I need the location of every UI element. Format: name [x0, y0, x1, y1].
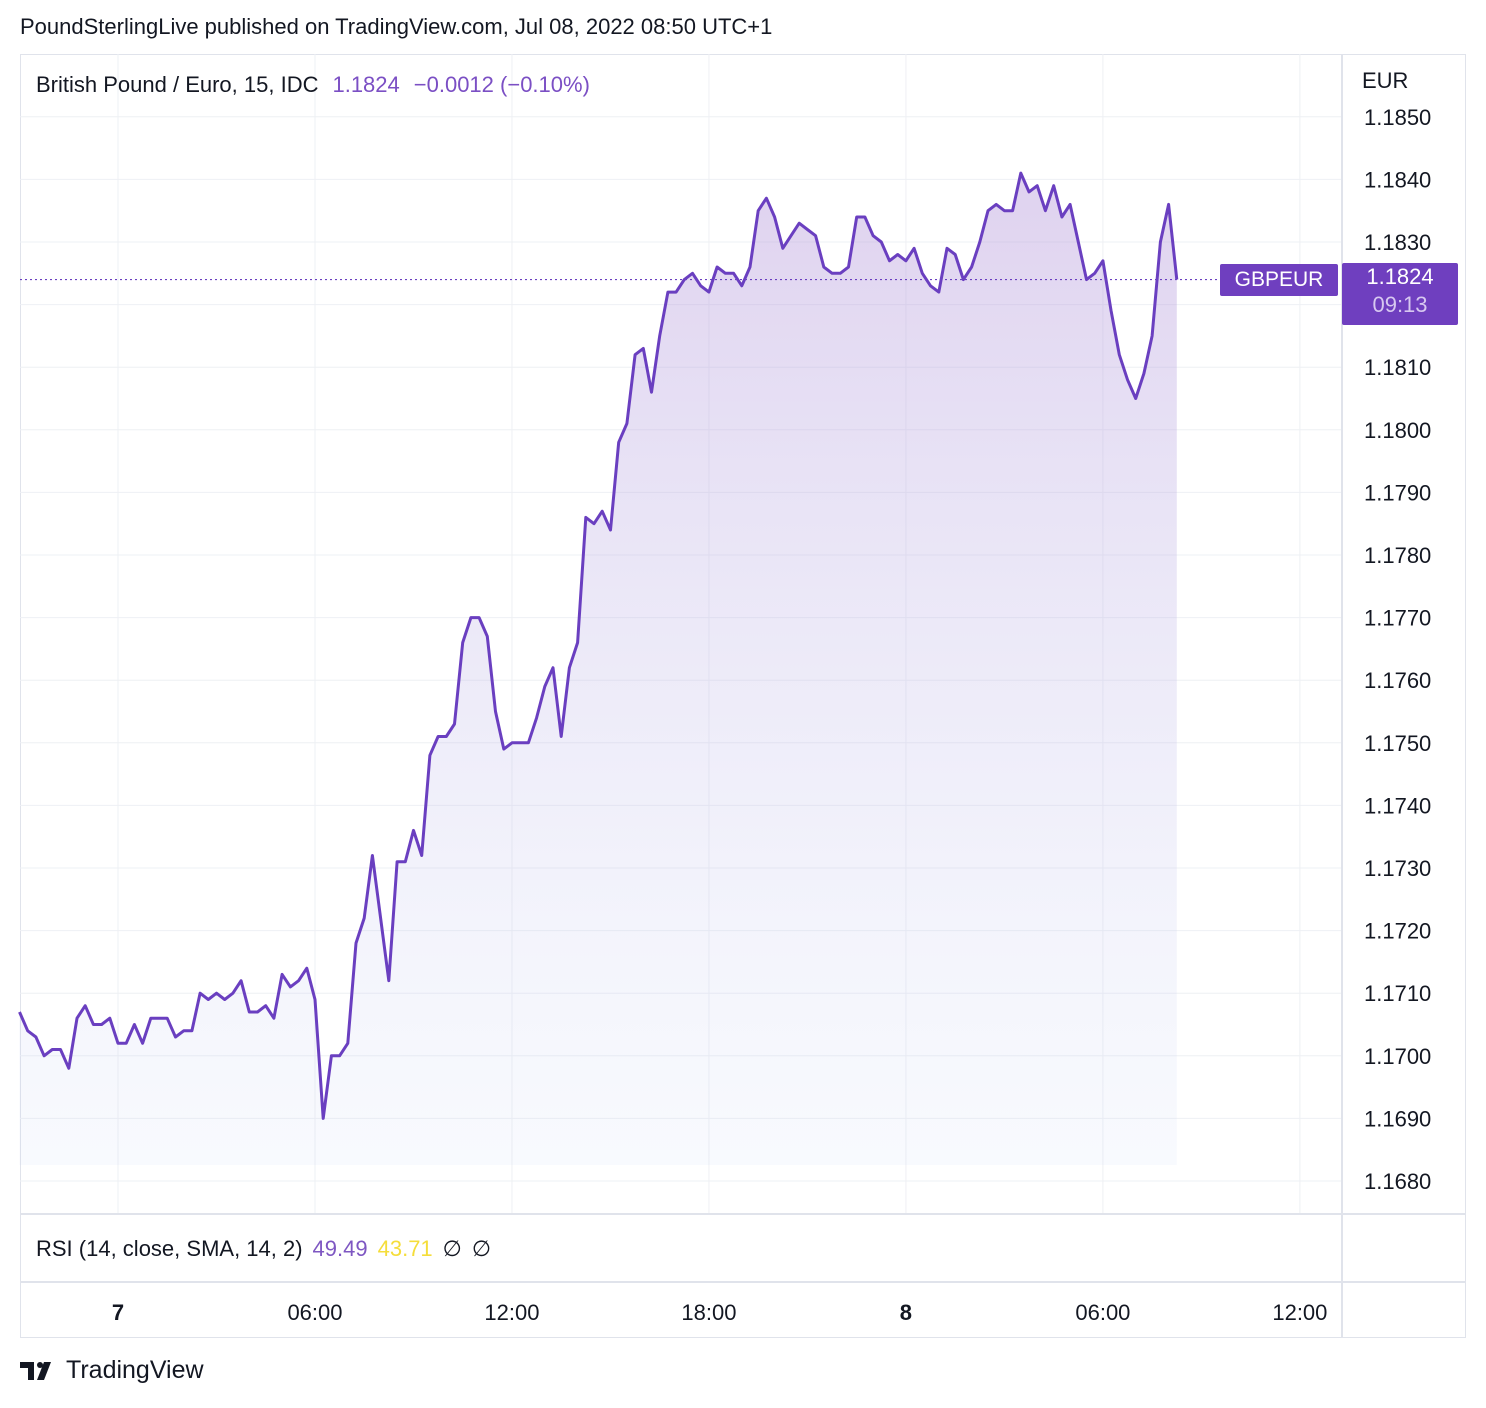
chart-frame [20, 54, 1466, 1338]
price-tick-label: 1.1690 [1364, 1106, 1431, 1131]
current-price-value: 1.1824 [1366, 264, 1434, 289]
series-legend[interactable]: British Pound / Euro, 15, IDC 1.1824 −0.00… [36, 72, 590, 98]
last-price-value: 1.1824 [332, 72, 400, 97]
time-tick-label: 7 [112, 1300, 124, 1325]
price-tick-label: 1.1830 [1364, 230, 1431, 255]
price-tick-label: 1.1730 [1364, 856, 1431, 881]
price-tick-label: 1.1680 [1364, 1169, 1431, 1194]
rsi-sma-value: 43.71 [377, 1236, 433, 1261]
price-tick-label: 1.1800 [1364, 418, 1431, 443]
price-change-value: −0.0012 (−0.10%) [413, 72, 590, 97]
price-series-line [18, 171, 1179, 1120]
price-tick-label: 1.1710 [1364, 981, 1431, 1006]
time-tick-label: 12:00 [484, 1300, 539, 1325]
time-tick-label: 18:00 [681, 1300, 736, 1325]
price-area-fill [19, 173, 1177, 1166]
price-tick-label: 1.1720 [1364, 919, 1431, 944]
price-tick-label: 1.1750 [1364, 731, 1431, 756]
rsi-legend[interactable]: RSI (14, close, SMA, 14, 2) 49.49 43.71 ∅ ∅ [36, 1236, 491, 1262]
price-tick-label: 1.1790 [1364, 480, 1431, 505]
tradingview-logo-icon [20, 1361, 51, 1380]
tradingview-brand: TradingView [66, 1356, 204, 1384]
publisher-caption: PoundSterlingLive published on TradingVi… [20, 14, 773, 39]
rsi-label: RSI (14, close, SMA, 14, 2) [36, 1236, 303, 1261]
rsi-value: 49.49 [312, 1236, 368, 1261]
rsi-na-2: ∅ [471, 1236, 492, 1261]
rsi-na-1: ∅ [442, 1236, 462, 1261]
tradingview-footer[interactable]: TradingView [20, 1356, 204, 1385]
ticker-label: GBPEUR [1220, 264, 1338, 296]
time-tick-label: 06:00 [287, 1300, 342, 1325]
time-tick-label: 8 [900, 1300, 912, 1325]
time-tick-label: 12:00 [1272, 1300, 1327, 1325]
time-tick-label: 06:00 [1075, 1300, 1130, 1325]
price-tick-label: 1.1810 [1364, 355, 1431, 380]
bar-countdown: 09:13 [1372, 292, 1428, 317]
price-tick-label: 1.1780 [1364, 543, 1431, 568]
price-tick-label: 1.1770 [1364, 606, 1431, 631]
currency-unit-label: EUR [1362, 68, 1409, 93]
price-scale-ticks: 1.1850 1.1840 1.1830 1.1810 1.1800 1.1790 1.17… [1364, 105, 1431, 1194]
current-price-tag: 1.1824 09:13 [1342, 263, 1458, 325]
price-tick-label: 1.1840 [1364, 167, 1431, 192]
price-tick-label: 1.1850 [1364, 105, 1431, 130]
price-tick-label: 1.1700 [1364, 1044, 1431, 1069]
time-scale-ticks: 7 06:00 12:00 18:00 8 06:00 12:00 [112, 1300, 1328, 1325]
symbol-label: British Pound / Euro, 15, IDC [36, 72, 319, 97]
price-tick-label: 1.1740 [1364, 793, 1431, 818]
price-tick-label: 1.1760 [1364, 668, 1431, 693]
